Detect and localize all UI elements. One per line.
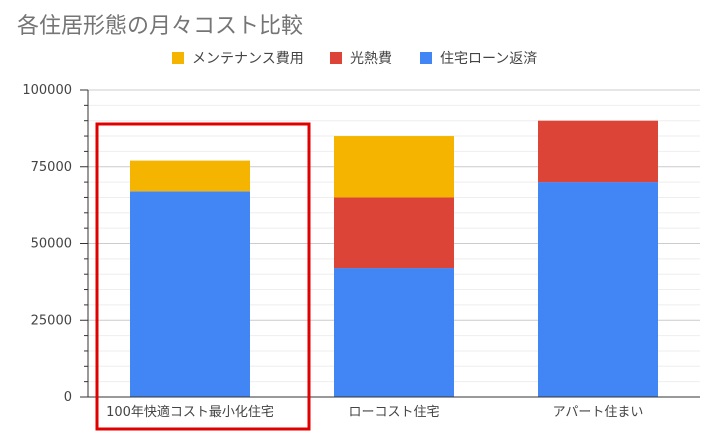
bar-segment: [130, 191, 250, 397]
legend-label: 住宅ローン返済: [440, 51, 537, 67]
legend: メンテナンス費用 光熱費 住宅ローン返済: [172, 51, 537, 67]
axes: [80, 89, 700, 398]
bar-segment: [334, 136, 454, 198]
y-tick-label: 100000: [22, 83, 72, 98]
highlight-box: [95, 122, 311, 431]
highlight-box-group: [95, 122, 311, 431]
legend-swatch: [172, 52, 184, 64]
category-label: 100年快適コスト最小化住宅: [106, 404, 274, 420]
legend-swatch: [330, 52, 342, 64]
y-tick-label: 0: [64, 390, 72, 405]
legend-label: 光熱費: [350, 51, 392, 67]
x-category-labels: 100年快適コスト最小化住宅 ローコスト住宅 アパート住まい: [106, 404, 643, 420]
y-tick-label: 75000: [31, 160, 72, 175]
bars: [130, 120, 658, 397]
bar-segment: [130, 160, 250, 192]
bar-segment: [334, 268, 454, 397]
bar-segment: [334, 197, 454, 269]
y-tick-labels: 0 25000 50000 75000 100000: [22, 83, 72, 405]
category-label: アパート住まい: [553, 405, 644, 420]
legend-label: メンテナンス費用: [192, 51, 304, 67]
y-tick-label: 25000: [31, 313, 72, 328]
y-tick-label: 50000: [31, 237, 72, 252]
bar-segment: [538, 182, 658, 397]
bar-segment: [538, 120, 658, 183]
chart-title: 各住居形態の月々コスト比較: [17, 14, 304, 39]
legend-swatch: [420, 52, 432, 64]
category-label: ローコスト住宅: [348, 405, 439, 420]
